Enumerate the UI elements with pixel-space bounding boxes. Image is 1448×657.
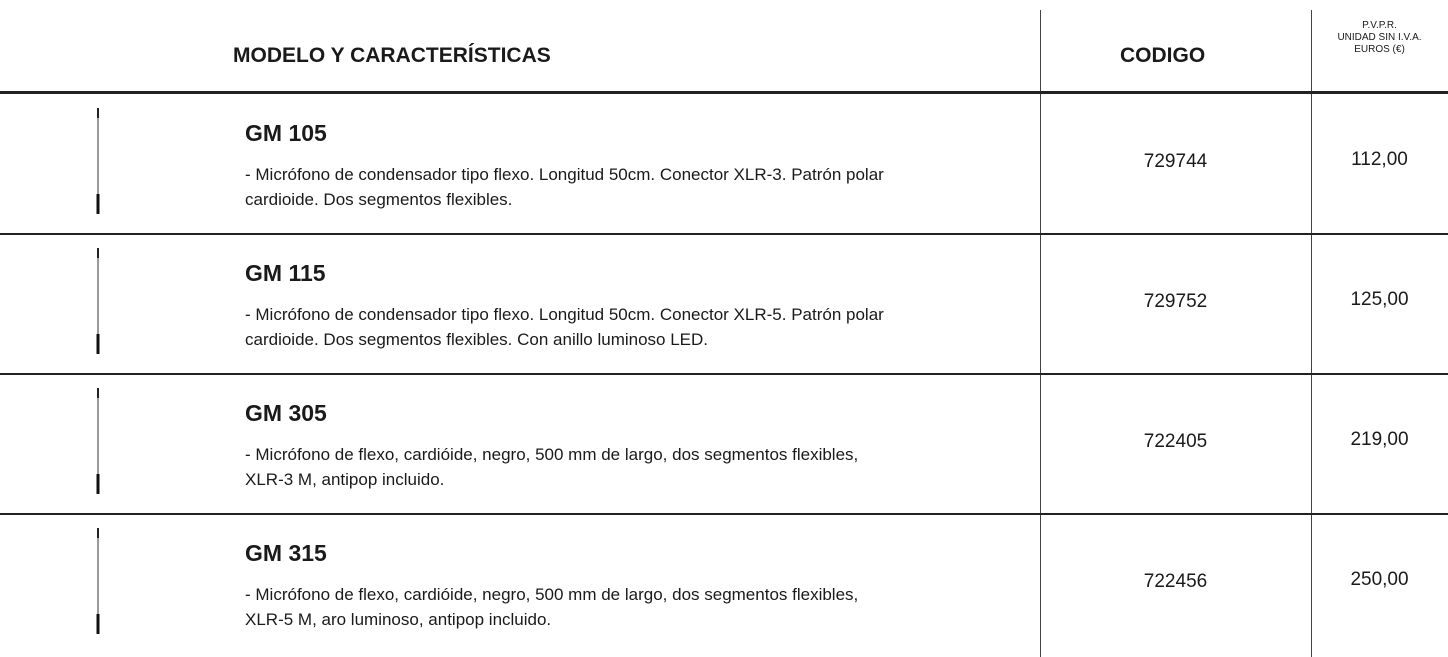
product-code: 729744 — [1143, 151, 1208, 172]
product-description: XLR-5 M, aro luminoso, antipop incluido. — [245, 610, 552, 629]
header-price: P.V.P.R. UNIDAD SIN I.V.A. EUROS (€) — [1311, 20, 1448, 56]
product-price: 219,00 — [1350, 429, 1409, 450]
product-description: cardioide. Dos segmentos flexibles. Con … — [245, 330, 709, 349]
product-code: 722456 — [1143, 571, 1208, 592]
product-name: GM 105 — [245, 120, 327, 146]
product-name: GM 315 — [245, 540, 327, 566]
row-divider — [0, 233, 1448, 235]
product-price: 250,00 — [1350, 569, 1409, 590]
row-divider — [0, 373, 1448, 375]
column-divider — [1311, 10, 1312, 657]
product-description: - Micrófono de flexo, cardióide, negro, … — [245, 585, 859, 604]
row-divider — [0, 513, 1448, 515]
header-code: CODIGO — [1120, 44, 1206, 67]
product-price: 125,00 — [1350, 289, 1409, 310]
microphone-icon — [96, 108, 100, 214]
product-price: 112,00 — [1351, 149, 1408, 170]
header-model: MODELO Y CARACTERÍSTICAS — [233, 44, 551, 67]
product-name: GM 115 — [245, 260, 326, 286]
product-description: cardioide. Dos segmentos flexibles. — [245, 190, 513, 209]
product-description: XLR-3 M, antipop incluido. — [245, 470, 445, 489]
product-name: GM 305 — [245, 400, 327, 426]
header-price-line: EUROS (€) — [1354, 44, 1405, 55]
microphone-icon — [96, 388, 100, 494]
microphone-icon — [96, 248, 100, 354]
microphone-icon — [96, 528, 100, 634]
product-description: - Micrófono de condensador tipo flexo. L… — [245, 165, 884, 184]
product-description: - Micrófono de condensador tipo flexo. L… — [245, 305, 884, 324]
header-price-line: UNIDAD SIN I.V.A. — [1337, 32, 1422, 43]
product-description: - Micrófono de flexo, cardióide, negro, … — [245, 445, 859, 464]
header-divider — [0, 91, 1448, 94]
header-price-line: P.V.P.R. — [1362, 20, 1397, 31]
product-code: 729752 — [1143, 291, 1208, 312]
product-code: 722405 — [1143, 431, 1208, 452]
column-divider — [1040, 10, 1041, 657]
